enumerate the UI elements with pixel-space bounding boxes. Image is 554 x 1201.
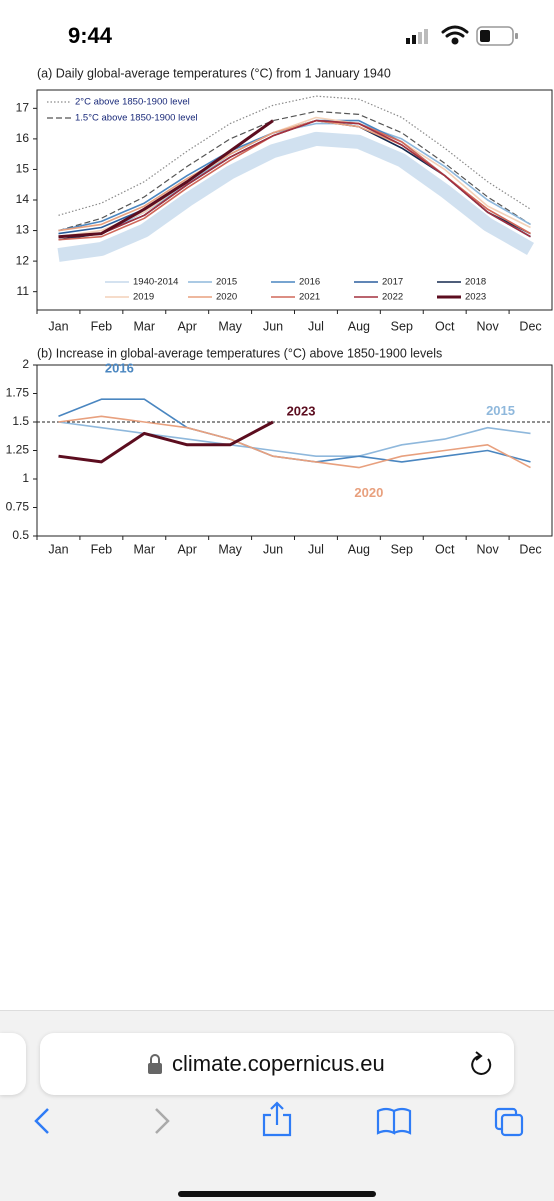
home-indicator [178,1191,376,1197]
series-line [58,415,531,469]
battery-icon [476,26,518,46]
y-tick-label: 16 [16,131,30,145]
x-tick-label: Oct [435,542,455,556]
y-tick-label: 17 [16,101,30,115]
legend-label: 1.5°C above 1850-1900 level [75,113,198,124]
clock: 9:44 [68,23,113,48]
x-tick-label: Dec [519,319,541,333]
tabs-button[interactable] [494,1107,524,1137]
x-tick-label: Mar [134,542,156,556]
y-tick-label: 11 [17,284,30,298]
y-tick-label: 1.75 [6,386,30,400]
y-tick-label: 15 [16,162,30,176]
legend-label: 2017 [382,277,403,288]
lock-icon [148,1054,162,1074]
legend-label: 2020 [216,292,237,303]
toolbar [34,1101,524,1197]
signal-icon [406,29,428,44]
x-tick-label: Jun [263,319,283,333]
chart-title: (a) Daily global-average temperatures (°… [37,66,391,80]
series-line [58,420,274,464]
series-label: 2020 [354,485,383,500]
x-tick-label: Jul [308,319,324,333]
x-tick-label: Feb [91,542,113,556]
series-line [58,110,531,232]
legend-label: 2018 [465,277,486,288]
x-tick-label: May [218,542,242,556]
x-tick-label: Apr [177,319,196,333]
legend-label: 1940-2014 [133,277,178,288]
y-tick-label: 13 [16,223,30,237]
y-tick-label: 12 [16,253,30,267]
wifi-icon [441,25,469,45]
status-bar: 9:44 [68,23,518,48]
y-tick-label: 1 [22,471,29,485]
chart-title: (b) Increase in global-average temperatu… [37,346,442,360]
y-tick-label: 2 [22,357,29,371]
plot-frame [36,364,553,537]
url: climate.copernicus.eu [172,1051,385,1076]
x-tick-label: Sep [391,542,413,556]
legend-label: 2021 [299,292,320,303]
x-tick-label: Nov [477,319,500,333]
legend-label: 2023 [465,292,486,303]
series-line [58,421,531,457]
legend-label: 2°C above 1850-1900 level [75,97,190,108]
y-tick-label: 14 [16,192,30,206]
x-tick-label: Sep [391,319,413,333]
forward-button[interactable] [155,1108,170,1134]
y-tick-label: 1.25 [6,443,30,457]
series-line [58,119,531,238]
x-tick-label: Aug [348,542,370,556]
x-tick-label: Nov [477,542,500,556]
series-label: 2016 [105,361,134,376]
browser-chrome: climate.copernicus.eu [0,1010,554,1201]
legend-label: 2019 [133,292,154,303]
series-line [58,119,274,239]
y-tick-label: 0.75 [6,500,30,514]
address-icons [148,1051,492,1075]
x-tick-label: Jan [48,542,68,556]
x-tick-label: May [218,319,242,333]
share-button[interactable] [262,1101,292,1137]
x-tick-label: Aug [348,319,370,333]
x-tick-label: Jul [308,542,324,556]
y-tick-label: 0.5 [12,528,29,542]
charts: (a) Daily global-average temperatures (°… [6,66,553,556]
reload-icon[interactable] [471,1051,492,1075]
x-tick-label: Dec [519,542,541,556]
series-line [57,131,534,262]
address-bar[interactable]: climate.copernicus.eu [40,1033,514,1095]
legend-label: 2015 [216,277,237,288]
series-label: 2023 [287,403,316,418]
legend-label: 2022 [382,292,403,303]
back-button[interactable] [34,1108,49,1134]
legend-label: 2016 [299,277,320,288]
x-tick-label: Feb [91,319,113,333]
y-tick-label: 1.5 [12,414,29,428]
x-tick-label: Oct [435,319,455,333]
x-tick-label: Mar [134,319,156,333]
x-tick-label: Jun [263,542,283,556]
bookmarks-button[interactable] [376,1107,412,1135]
previous-tab[interactable] [0,1033,26,1095]
x-tick-label: Apr [177,542,196,556]
series-label: 2015 [486,403,515,418]
series-line [58,95,531,216]
x-tick-label: Jan [48,319,68,333]
series-line [58,116,531,238]
